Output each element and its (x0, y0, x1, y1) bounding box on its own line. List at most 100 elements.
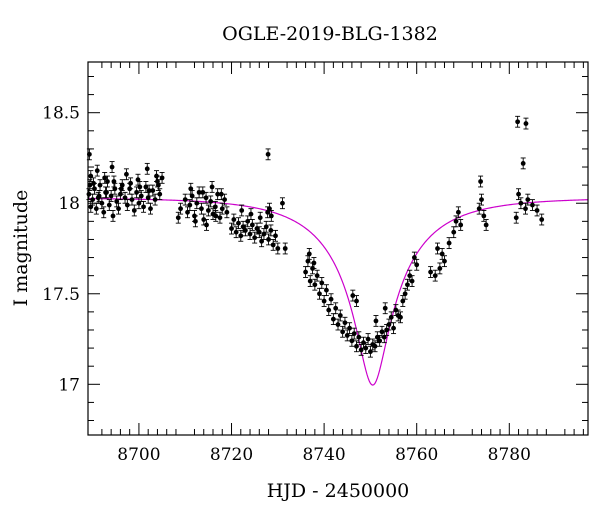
data-point (146, 184, 152, 197)
point-marker (268, 213, 274, 219)
data-point (432, 269, 438, 282)
data-point (144, 162, 150, 175)
point-marker (201, 217, 207, 222)
point-marker (275, 246, 281, 251)
data-point (145, 191, 151, 204)
data-point (350, 289, 356, 302)
point-marker (102, 175, 108, 181)
point-marker (458, 222, 464, 228)
point-marker (265, 151, 271, 157)
point-marker (124, 202, 130, 208)
data-point (268, 224, 274, 237)
data-point (314, 269, 320, 282)
point-marker (368, 349, 373, 355)
data-point (111, 175, 117, 188)
data-point (441, 255, 447, 268)
point-marker (350, 293, 356, 298)
point-marker (328, 296, 334, 302)
point-marker (118, 186, 124, 192)
point-marker (330, 316, 336, 322)
point-marker (455, 209, 461, 215)
point-marker (90, 197, 96, 203)
point-marker (185, 209, 190, 215)
point-marker (116, 206, 121, 212)
point-marker (236, 220, 241, 226)
point-marker (303, 269, 308, 275)
data-point (478, 175, 484, 188)
data-point (354, 295, 360, 307)
point-marker (483, 222, 489, 228)
data-point (349, 334, 355, 347)
point-marker (256, 229, 262, 235)
point-marker (481, 213, 487, 219)
point-marker (268, 227, 274, 233)
point-marker (354, 298, 359, 304)
point-marker (337, 313, 343, 318)
point-marker (306, 251, 312, 257)
data-point (323, 284, 329, 297)
data-point (446, 237, 452, 249)
point-marker (99, 200, 105, 206)
data-point (97, 179, 103, 192)
point-marker (157, 191, 163, 197)
point-marker (194, 200, 200, 206)
x-tick-label: 8740 (302, 445, 345, 465)
data-point (386, 318, 392, 331)
point-marker (159, 175, 165, 181)
data-point (261, 228, 267, 240)
point-marker (523, 206, 528, 212)
data-point (311, 257, 317, 269)
point-marker (411, 255, 417, 260)
data-point (335, 318, 341, 331)
data-point (351, 327, 357, 340)
point-marker (265, 209, 271, 215)
data-point (307, 275, 313, 287)
point-marker (134, 189, 140, 195)
data-point (222, 193, 228, 206)
point-marker (213, 213, 219, 219)
x-axis-label: HJD - 2450000 (267, 480, 410, 502)
point-marker (351, 331, 357, 337)
point-marker (363, 345, 369, 351)
point-marker (435, 246, 440, 251)
point-marker (128, 180, 133, 186)
point-marker (137, 184, 143, 190)
point-marker (516, 191, 521, 197)
data-point (143, 181, 149, 193)
data-point (122, 191, 128, 204)
data-point (398, 311, 403, 324)
chart-title: OGLE-2019-BLG-1382 (222, 23, 438, 45)
data-point (367, 345, 373, 358)
point-marker (354, 343, 359, 349)
point-marker (204, 222, 209, 228)
point-marker (340, 329, 346, 335)
data-point (252, 231, 258, 244)
data-point (437, 262, 443, 275)
point-marker (131, 208, 137, 213)
point-marker (409, 278, 415, 284)
data-point (306, 248, 312, 260)
data-point (451, 226, 457, 239)
point-marker (252, 235, 258, 241)
data-point (201, 213, 207, 226)
data-point (263, 220, 269, 233)
point-marker (333, 305, 339, 311)
point-marker (479, 197, 484, 203)
point-marker (257, 215, 263, 221)
point-marker (402, 291, 408, 297)
point-marker (97, 182, 103, 188)
data-point (218, 188, 224, 201)
data-point (224, 206, 230, 219)
point-marker (534, 208, 540, 213)
point-marker (152, 197, 158, 203)
data-point (358, 344, 364, 356)
point-marker (200, 189, 206, 195)
data-point (265, 148, 271, 161)
point-marker (208, 199, 214, 204)
point-marker (188, 186, 194, 192)
data-point (515, 115, 521, 128)
data-point (513, 211, 519, 224)
data-point (266, 233, 272, 246)
point-marker (94, 168, 100, 174)
